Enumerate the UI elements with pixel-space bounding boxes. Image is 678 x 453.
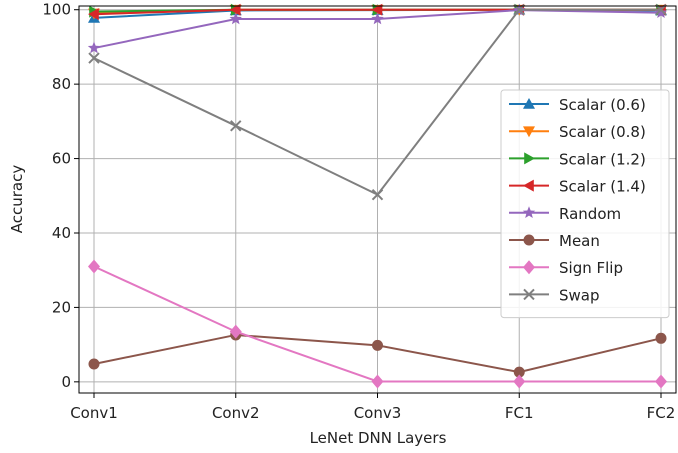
legend-label: Scalar (0.8) [559,123,646,141]
legend-marker [522,206,536,219]
legend-marker [523,260,535,275]
y-tick-label: 80 [52,75,71,93]
legend: Scalar (0.6) Scalar (0.8) Scalar (1.2) Scal… [500,89,670,319]
y-tick-label: 60 [52,150,71,168]
axes: 0 20 40 60 80 100 Conv1 Conv2 Conv3 FC1 FC2 [42,1,677,422]
data-point [88,8,99,21]
y-tick-label: 100 [42,1,71,19]
data-point [229,324,242,339]
legend-box [500,89,670,319]
y-axis-label: Accuracy [8,165,26,234]
legend-entry: Random [509,205,621,223]
x-tick-label: Conv3 [354,404,402,422]
data-point [371,374,384,389]
legend-marker [523,179,534,192]
data-point [371,12,384,25]
legend-label: Scalar (0.6) [559,96,646,114]
data-point [513,374,526,389]
legend-label: Swap [559,286,600,304]
data-point [513,366,525,378]
x-tick-label: Conv1 [70,404,118,422]
x-tick-label: FC2 [647,404,676,422]
data-point [655,332,667,344]
legend-entry: Swap [509,286,600,304]
legend-marker [524,152,535,165]
series-6 [88,259,667,389]
legend-entry: Scalar (0.8) [509,123,646,141]
legend-label: Random [559,205,621,223]
data-point [655,374,667,389]
legend-marker [523,98,535,109]
legend-label: Scalar (1.4) [559,178,646,196]
legend-label: Mean [559,232,600,250]
legend-label: Scalar (1.2) [559,150,646,168]
data-point [229,12,242,25]
series-7 [88,4,667,201]
series-lines [87,3,668,389]
data-point [229,3,241,16]
legend-entry: Scalar (1.4) [509,178,646,196]
x-axis-label: LeNet DNN Layers [310,429,447,447]
legend-label: Sign Flip [559,259,623,277]
x-tick-label: FC1 [505,404,534,422]
data-point [87,41,101,54]
legend-entry: Scalar (0.6) [509,96,646,114]
legend-marker [523,288,535,301]
legend-entry: Scalar (1.2) [509,150,646,168]
data-point [372,339,383,351]
data-point [230,120,242,132]
data-point [371,188,384,201]
legend-entry: Mean [509,232,600,250]
data-point [88,259,100,274]
legend-marker [523,126,535,138]
y-tick-label: 40 [52,224,71,242]
data-point [88,52,100,64]
legend-marker [523,234,535,246]
x-tick-label: Conv2 [212,404,260,422]
y-tick-label: 20 [52,298,71,316]
data-point [654,6,668,18]
data-point [371,3,383,16]
y-tick-label: 0 [61,373,71,391]
data-point [88,358,100,370]
legend-entry: Sign Flip [509,259,623,277]
